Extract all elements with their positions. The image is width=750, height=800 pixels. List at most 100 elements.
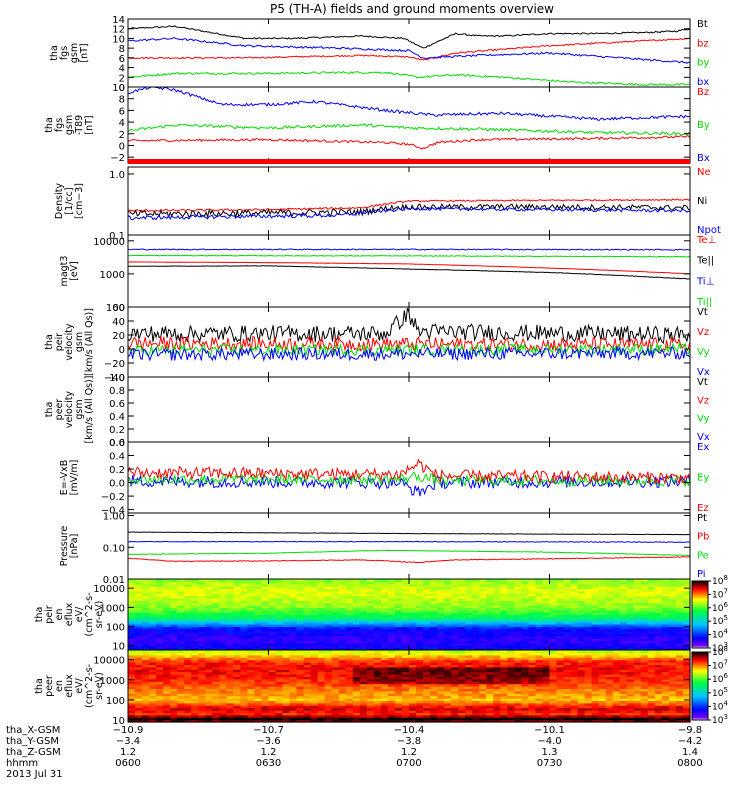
heatmap-cell (359, 664, 368, 668)
heatmap-cell (479, 666, 487, 670)
heatmap-cell (451, 702, 459, 706)
heatmap-cell (261, 590, 270, 594)
heatmap-cell (219, 633, 227, 637)
heatmap-cell (633, 659, 642, 663)
heatmap-cell (584, 676, 593, 680)
heatmap-cell (626, 595, 635, 599)
heatmap-cell (296, 702, 305, 706)
series-line-Bz (127, 135, 691, 150)
heatmap-cell (409, 688, 417, 692)
heatmap-cell (647, 602, 656, 606)
heatmap-cell (507, 621, 515, 625)
heatmap-cell (591, 664, 600, 668)
heatmap-cell (605, 626, 614, 630)
heatmap-cell (423, 671, 431, 675)
heatmap-cell (268, 681, 277, 685)
heatmap-cell (219, 605, 227, 608)
heatmap-cell (226, 700, 234, 704)
heatmap-cell (338, 714, 347, 718)
heatmap-cell (640, 681, 649, 685)
heatmap-cell (563, 707, 572, 711)
heatmap-cell (626, 642, 635, 646)
heatmap-cell (612, 681, 621, 685)
heatmap-cell (563, 681, 572, 685)
heatmap-cell (317, 583, 326, 587)
heatmap-cell (556, 614, 565, 618)
heatmap-cell (409, 657, 417, 661)
heatmap-cell (275, 659, 284, 663)
heatmap-cell (233, 626, 242, 630)
y-tick-label: 0.4 (109, 452, 125, 463)
heatmap-cell (149, 654, 157, 658)
heatmap-cell (661, 590, 670, 594)
heatmap-cell (191, 683, 199, 687)
heatmap-cell (486, 614, 494, 618)
heatmap-cell (472, 583, 480, 587)
heatmap-cell (542, 676, 551, 680)
heatmap-cell (303, 581, 312, 585)
heatmap-cell (289, 681, 298, 685)
heatmap-cell (303, 678, 312, 682)
heatmap-cell (486, 623, 494, 627)
heatmap-cell (549, 642, 558, 646)
heatmap-cell (598, 638, 607, 642)
heatmap-cell (163, 590, 171, 594)
heatmap-cell (401, 650, 410, 653)
heatmap-cell (577, 642, 586, 646)
heatmap-cell (177, 581, 185, 585)
heatmap-cell (177, 609, 185, 613)
heatmap-cell (521, 583, 530, 587)
heatmap-cell (275, 714, 284, 718)
heatmap-cell (135, 714, 143, 718)
heatmap-cell (142, 662, 150, 665)
heatmap-cell (205, 662, 213, 665)
heatmap-cell (514, 650, 523, 653)
heatmap-cell (240, 619, 249, 623)
heatmap-cell (352, 597, 361, 601)
heatmap-cell (268, 710, 277, 713)
heatmap-cell (507, 609, 515, 613)
heatmap-cell (366, 666, 375, 670)
heatmap-cell (303, 712, 312, 716)
heatmap-cell (170, 678, 178, 682)
heatmap-cell (563, 693, 572, 697)
heatmap-cell (654, 619, 663, 623)
heatmap-cell (240, 695, 249, 699)
heatmap-cell (514, 635, 523, 639)
heatmap-cell (387, 621, 396, 625)
heatmap-cell (500, 647, 508, 651)
heatmap-cell (584, 607, 593, 611)
heatmap-cell (296, 693, 305, 697)
y-axis-label: sr-eV) (94, 601, 105, 629)
heatmap-cell (486, 635, 494, 639)
heatmap-cell (359, 719, 368, 723)
heatmap-cell (128, 583, 136, 587)
heatmap-cell (591, 642, 600, 646)
heatmap-cell (275, 626, 284, 630)
heatmap-cell (528, 712, 537, 716)
heatmap-cell (289, 635, 298, 639)
heatmap-cell (352, 700, 361, 704)
heatmap-cell (437, 631, 445, 635)
heatmap-cell (647, 616, 656, 620)
heatmap-cell (472, 664, 480, 668)
heatmap-cell (626, 645, 635, 649)
heatmap-cell (240, 635, 249, 639)
heatmap-cell (423, 590, 431, 594)
heatmap-cell (149, 581, 157, 585)
legend-entry: Ez (697, 503, 709, 514)
heatmap-cell (268, 633, 277, 637)
heatmap-cell (675, 583, 684, 587)
heatmap-cell (149, 664, 157, 668)
heatmap-cell (563, 626, 572, 630)
heatmap-cell (493, 628, 501, 632)
heatmap-cell (359, 602, 368, 606)
heatmap-cell (373, 712, 382, 716)
heatmap-cell (409, 659, 417, 663)
heatmap-cell (570, 605, 579, 608)
heatmap-cell (359, 652, 368, 656)
heatmap-cell (387, 579, 396, 582)
heatmap-cell (149, 686, 157, 689)
heatmap-cell (598, 609, 607, 613)
